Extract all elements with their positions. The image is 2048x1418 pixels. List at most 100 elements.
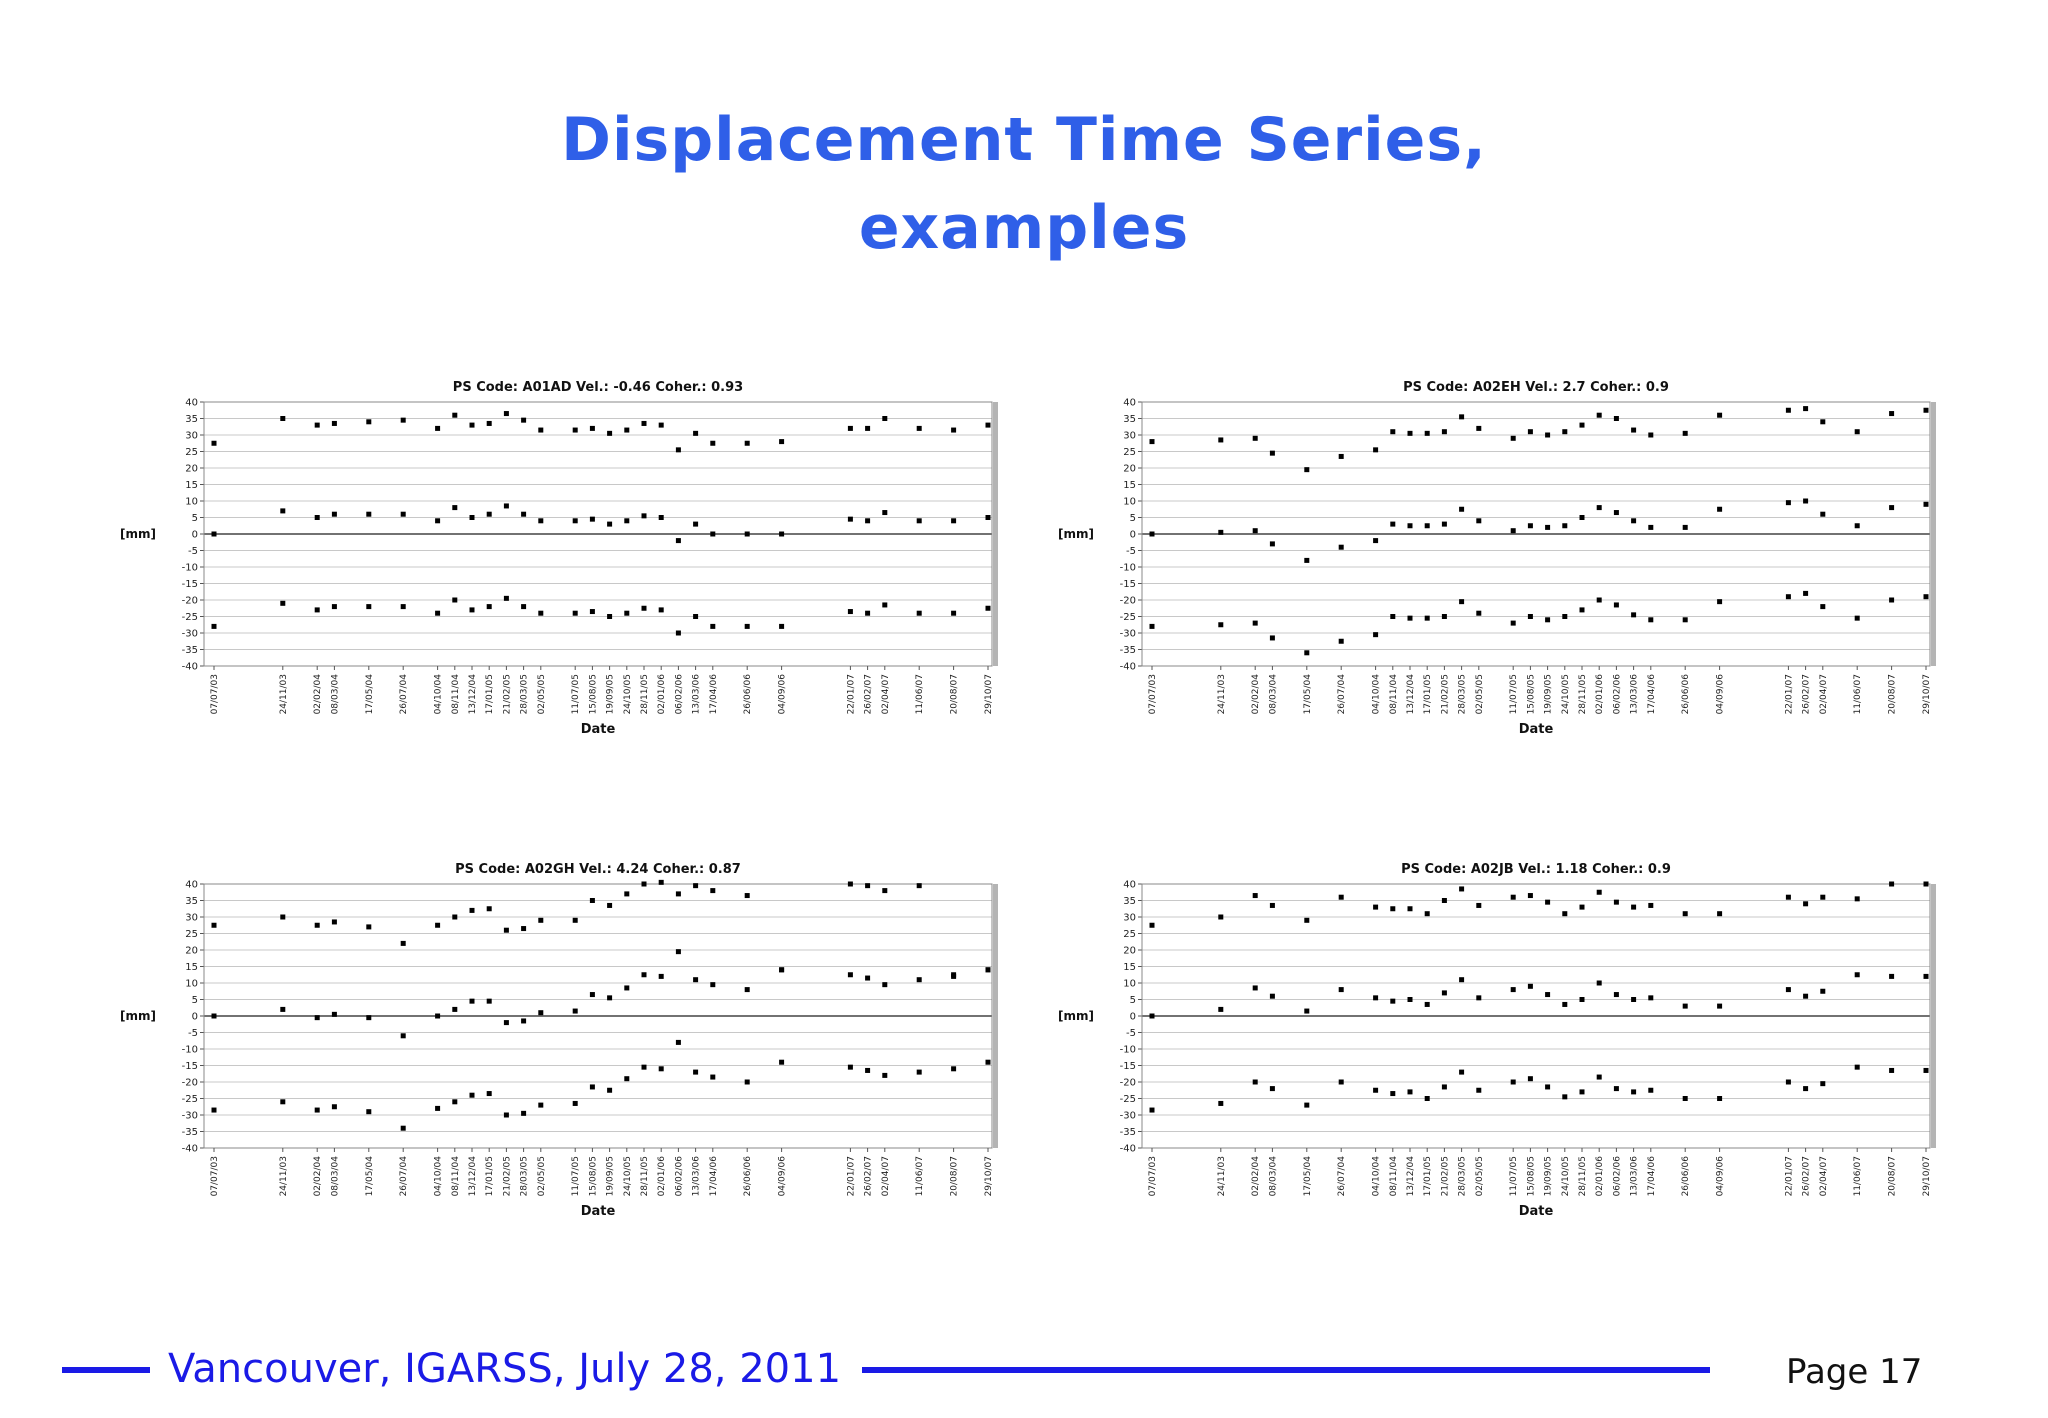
data-point bbox=[1304, 1008, 1310, 1014]
data-point bbox=[211, 623, 217, 629]
y-tick-label: -10 bbox=[1120, 1045, 1136, 1056]
data-point bbox=[1269, 1086, 1275, 1092]
data-point bbox=[314, 922, 320, 928]
data-point bbox=[469, 515, 475, 520]
x-tick-label: 19/09/05 bbox=[1544, 1156, 1554, 1196]
data-point bbox=[1390, 906, 1396, 912]
data-point bbox=[1820, 894, 1826, 900]
data-point bbox=[280, 600, 286, 606]
data-point bbox=[1596, 412, 1602, 418]
data-point bbox=[1269, 450, 1275, 456]
y-tick-label: 40 bbox=[1123, 398, 1136, 409]
y-tick-label: 0 bbox=[1130, 1012, 1136, 1023]
data-point bbox=[366, 1109, 372, 1115]
x-tick-label: 08/03/04 bbox=[330, 674, 340, 715]
data-point bbox=[744, 623, 750, 629]
data-point bbox=[1923, 594, 1929, 600]
data-point bbox=[1803, 406, 1809, 412]
data-point bbox=[1545, 899, 1551, 905]
data-point bbox=[435, 1105, 441, 1111]
data-point bbox=[1459, 886, 1465, 892]
data-point bbox=[331, 604, 337, 610]
data-point bbox=[1424, 1001, 1430, 1007]
data-point bbox=[211, 1107, 217, 1113]
chart-a02jb: PS Code: A02JB Vel.: 1.18 Coher.: 0.9 40 3… bbox=[1050, 860, 1950, 1260]
data-point bbox=[1682, 524, 1688, 530]
data-point bbox=[400, 940, 406, 946]
x-tick-label: 17/04/06 bbox=[709, 674, 719, 715]
x-axis-label: Date bbox=[1519, 1204, 1554, 1219]
data-point bbox=[1424, 1096, 1430, 1101]
data-point bbox=[435, 1013, 441, 1019]
data-point bbox=[1717, 599, 1723, 605]
y-tick-label: -15 bbox=[182, 1061, 198, 1072]
y-tick-label: 5 bbox=[1130, 995, 1136, 1006]
data-point bbox=[1682, 1096, 1688, 1101]
data-point bbox=[486, 906, 492, 912]
data-point bbox=[331, 1104, 337, 1110]
data-point bbox=[572, 427, 578, 433]
data-point bbox=[1648, 995, 1654, 1001]
x-tick-label: 15/08/05 bbox=[1526, 674, 1536, 714]
data-point bbox=[1785, 407, 1791, 413]
page-number: Page 17 bbox=[1786, 1352, 1923, 1392]
x-tick-label: 02/01/06 bbox=[1595, 1156, 1605, 1197]
x-tick-label: 28/11/05 bbox=[640, 674, 650, 714]
data-point bbox=[1820, 988, 1826, 994]
data-point bbox=[865, 610, 871, 616]
data-point bbox=[1717, 1096, 1723, 1101]
data-point bbox=[624, 891, 630, 897]
x-tick-label: 02/04/07 bbox=[881, 674, 891, 714]
data-point bbox=[1803, 590, 1809, 596]
y-tick-label: -5 bbox=[188, 1028, 198, 1039]
x-tick-label: 22/01/07 bbox=[846, 674, 856, 714]
y-tick-label: 5 bbox=[1130, 513, 1136, 524]
data-point bbox=[589, 1084, 595, 1090]
data-point bbox=[1373, 447, 1379, 453]
data-point bbox=[1579, 997, 1585, 1002]
data-point bbox=[486, 1091, 492, 1097]
data-point bbox=[744, 531, 750, 537]
data-point bbox=[280, 508, 286, 514]
data-point bbox=[1338, 894, 1344, 900]
x-tick-label: 11/07/05 bbox=[571, 674, 581, 714]
y-tick-label: 40 bbox=[185, 398, 198, 409]
x-tick-label: 02/04/07 bbox=[1819, 1156, 1829, 1196]
x-tick-label: 07/07/03 bbox=[1148, 674, 1158, 714]
y-tick-label: -20 bbox=[182, 596, 198, 607]
data-point bbox=[1218, 622, 1224, 628]
x-tick-label: 26/02/07 bbox=[1802, 674, 1812, 714]
x-tick-label: 06/02/06 bbox=[1612, 674, 1622, 715]
data-point bbox=[280, 1006, 286, 1012]
x-tick-label: 13/03/06 bbox=[692, 674, 702, 715]
data-point bbox=[1407, 523, 1413, 529]
data-point bbox=[1596, 597, 1602, 603]
x-tick-label: 17/01/05 bbox=[1423, 674, 1433, 714]
y-tick-label: 10 bbox=[1123, 979, 1136, 990]
data-point bbox=[865, 975, 871, 981]
data-point bbox=[916, 977, 922, 983]
data-point bbox=[1648, 1087, 1654, 1093]
data-point bbox=[675, 630, 681, 636]
data-point bbox=[452, 597, 458, 603]
x-tick-label: 04/09/06 bbox=[778, 674, 788, 715]
data-point bbox=[744, 1079, 750, 1085]
data-point bbox=[400, 1125, 406, 1131]
data-point bbox=[779, 531, 785, 537]
data-point bbox=[1562, 523, 1568, 529]
data-point bbox=[710, 982, 716, 988]
data-point bbox=[916, 610, 922, 616]
data-point bbox=[1269, 635, 1275, 641]
data-point bbox=[865, 883, 871, 889]
data-point bbox=[1631, 518, 1637, 524]
data-point bbox=[1648, 432, 1654, 438]
data-point bbox=[675, 1039, 681, 1045]
x-tick-label: 17/01/05 bbox=[1423, 1156, 1433, 1196]
data-point bbox=[452, 914, 458, 920]
data-point bbox=[400, 511, 406, 517]
chart-title: PS Code: A02JB Vel.: 1.18 Coher.: 0.9 bbox=[1401, 862, 1671, 877]
y-tick-label: -30 bbox=[1120, 629, 1136, 640]
data-point bbox=[1596, 505, 1602, 511]
data-point bbox=[1854, 896, 1860, 902]
y-tick-label: 30 bbox=[1123, 431, 1136, 442]
